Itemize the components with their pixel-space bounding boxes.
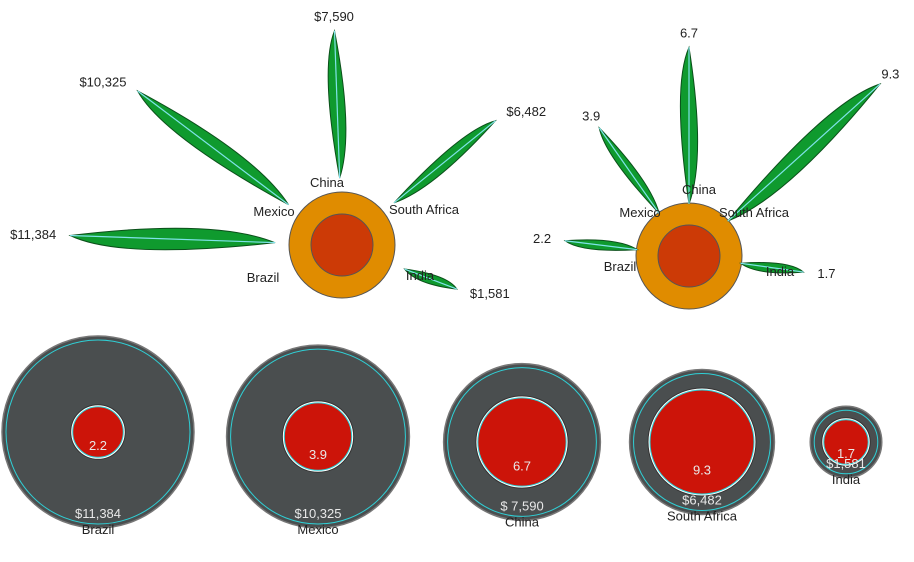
income-ring-brazil [5, 339, 191, 525]
income-label-south-africa: $6,482 [682, 492, 722, 507]
value-label-china: 6.7 [680, 25, 698, 40]
category-label-china: China [682, 182, 717, 197]
rate-circle-india [823, 419, 869, 465]
income-label-india: $1,581 [826, 456, 866, 471]
category-label-south-africa: South Africa [389, 202, 460, 217]
category-label-south-africa: South Africa [667, 508, 738, 523]
rate-circle-brazil [72, 406, 124, 458]
value-label-south-africa: $6,482 [506, 104, 546, 119]
rate-label-mexico: 3.9 [309, 447, 327, 462]
value-label-india: 1.7 [817, 266, 835, 281]
leaf-vein-mexico [137, 90, 289, 206]
income-label-china: $ 7,590 [500, 498, 543, 513]
category-label-india: India [406, 268, 435, 283]
rate-circle-mexico [283, 402, 353, 471]
income-ring-india [813, 409, 879, 475]
leaf-vein-india [740, 262, 804, 273]
rate-label-south-africa: 9.3 [693, 463, 711, 478]
leaf-vein-brazil [564, 240, 638, 251]
category-label-india: India [832, 472, 861, 487]
flower-chart-income: $11,384 Brazil $10,325 Mexico $7,590 China $6,… [10, 9, 546, 301]
leaf-vein-india [404, 268, 458, 290]
value-label-south-africa: 9.3 [881, 67, 899, 82]
value-label-mexico: $10,325 [79, 75, 126, 90]
leaf-vein-china [333, 30, 341, 179]
value-label-china: $7,590 [314, 9, 354, 24]
category-label-brazil: Brazil [82, 522, 115, 537]
category-label-brazil: Brazil [247, 270, 280, 285]
flower-inner-disc [657, 224, 721, 288]
flower-inner-disc [310, 213, 374, 277]
rate-label-brazil: 2.2 [89, 438, 107, 453]
rate-circle-south-africa [649, 389, 755, 495]
leaf-vein-brazil [70, 234, 276, 244]
leaf-vein-mexico [598, 127, 660, 214]
flower-chart-rate: 2.2 Brazil 3.9 Mexico 6.7 China 9.3 South Afric… [533, 25, 899, 310]
category-label-mexico: Mexico [619, 205, 660, 220]
category-label-mexico: Mexico [297, 522, 338, 537]
income-label-mexico: $10,325 [295, 506, 342, 521]
rate-circle-china [477, 397, 567, 487]
income-ring-mexico [230, 348, 406, 525]
rate-label-china: 6.7 [513, 458, 531, 473]
leaf-vein-south-africa [727, 83, 881, 222]
income-label-brazil: $11,384 [75, 506, 121, 521]
category-label-south-africa: South Africa [719, 205, 790, 220]
category-label-brazil: Brazil [604, 259, 637, 274]
category-label-india: India [766, 264, 795, 279]
value-label-brazil: 2.2 [533, 231, 551, 246]
value-label-brazil: $11,384 [10, 227, 56, 242]
category-label-china: China [505, 514, 540, 529]
category-label-mexico: Mexico [253, 204, 294, 219]
value-label-india: $1,581 [470, 286, 510, 301]
income-ring-china [447, 367, 597, 517]
value-label-mexico: 3.9 [582, 108, 600, 123]
category-label-china: China [310, 175, 345, 190]
leaf-vein-south-africa [393, 120, 496, 204]
rate-label-india: 1.7 [837, 446, 855, 461]
income-ring-south-africa [633, 373, 771, 511]
